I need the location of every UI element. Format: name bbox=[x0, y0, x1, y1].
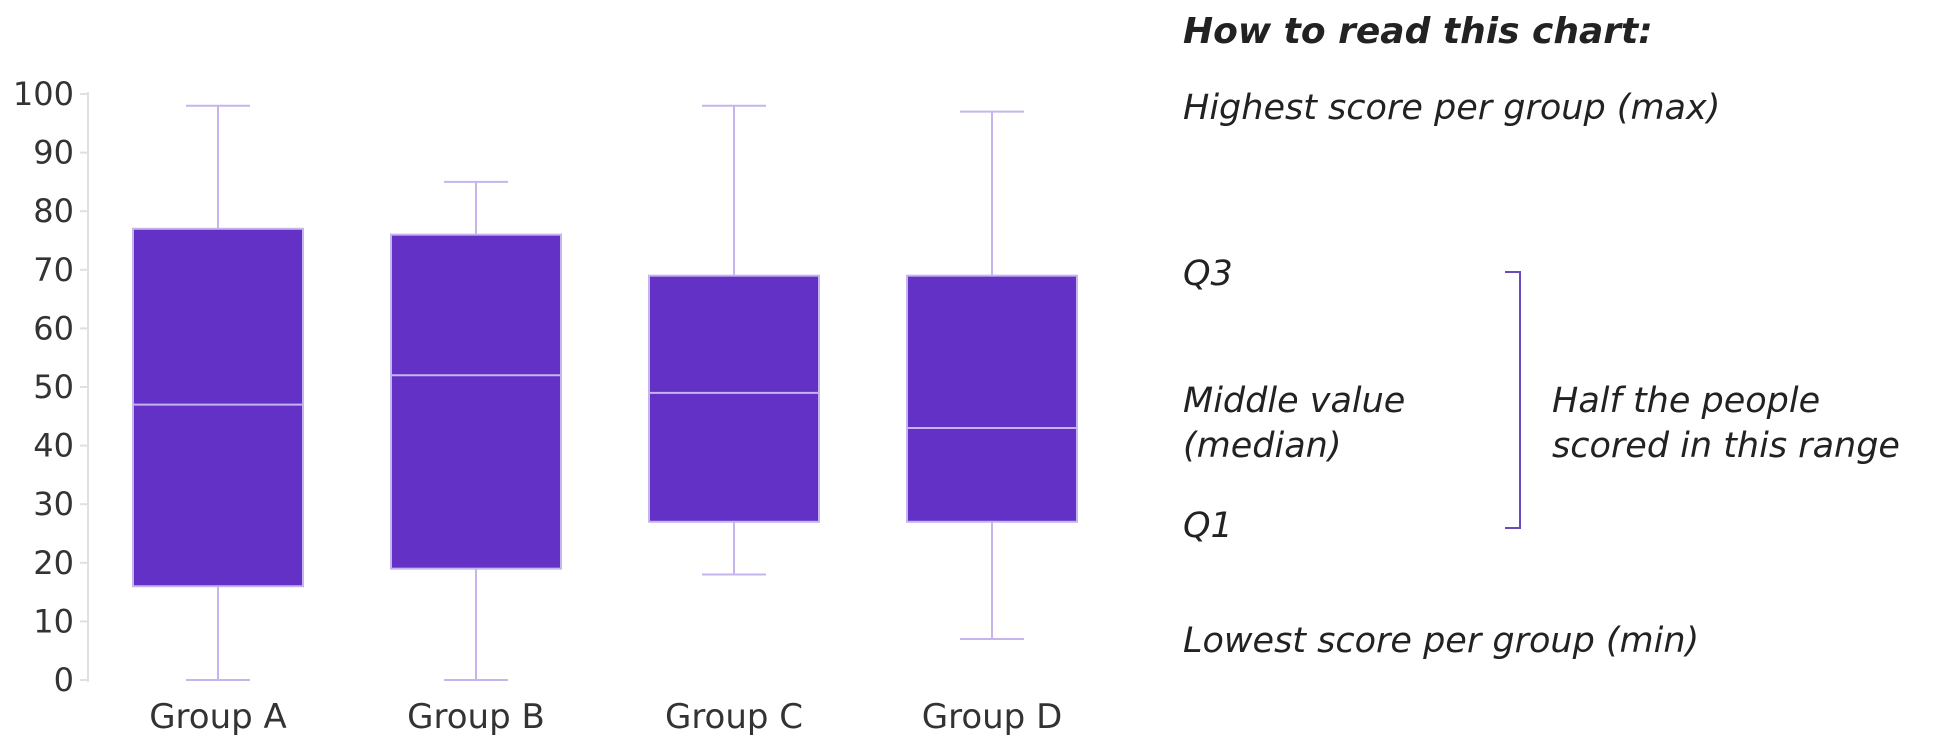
y-tick-label: 10 bbox=[33, 602, 74, 640]
y-tick-label: 50 bbox=[33, 368, 74, 406]
y-tick-label: 90 bbox=[33, 134, 74, 172]
box-series bbox=[132, 104, 1078, 681]
x-axis: Group A Group B Group C Group D bbox=[149, 697, 1062, 737]
y-tick-label: 0 bbox=[54, 661, 74, 699]
box-group-b bbox=[390, 180, 562, 681]
x-tick-label: Group D bbox=[922, 697, 1063, 737]
y-tick-label: 40 bbox=[33, 427, 74, 465]
x-tick-label: Group A bbox=[149, 697, 287, 737]
box-group-d bbox=[906, 110, 1078, 640]
y-tick-label: 70 bbox=[33, 251, 74, 289]
y-axis: 0 10 20 30 40 50 60 70 80 90 100 bbox=[13, 75, 89, 699]
x-tick-label: Group B bbox=[407, 697, 545, 737]
iqr-box bbox=[906, 274, 1078, 523]
y-tick-label: 80 bbox=[33, 192, 74, 230]
iqr-box bbox=[132, 227, 304, 588]
x-tick-label: Group C bbox=[665, 697, 803, 737]
iqr-box bbox=[390, 233, 562, 570]
y-tick-label: 20 bbox=[33, 544, 74, 582]
y-tick-label: 100 bbox=[13, 75, 74, 113]
y-tick-label: 30 bbox=[33, 485, 74, 523]
box-group-c bbox=[648, 104, 820, 576]
iqr-box bbox=[648, 274, 820, 523]
y-tick-label: 60 bbox=[33, 309, 74, 347]
box-group-a bbox=[132, 104, 304, 681]
iqr-bracket bbox=[1505, 271, 1521, 529]
